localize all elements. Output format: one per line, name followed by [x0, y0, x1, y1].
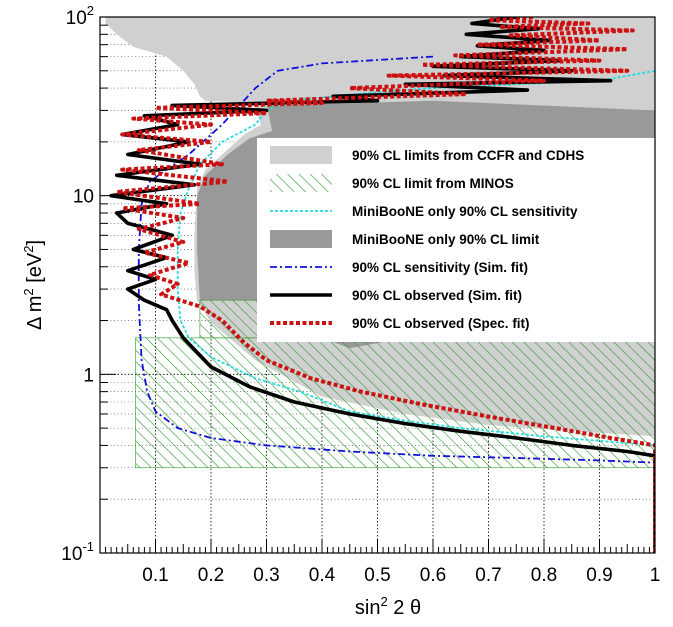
- legend: 90% CL limits from CCFR and CDHS 90% CL l…: [257, 138, 655, 342]
- series-line-3: [114, 17, 655, 553]
- legend-label: MiniBooNE only 90% CL limit: [352, 232, 540, 247]
- x-axis-title: sin2 2 θ: [355, 594, 421, 619]
- x-tick-label: 0.5: [364, 565, 390, 586]
- series-line-0: [176, 69, 655, 447]
- x-tick-label: 0.6: [420, 565, 446, 586]
- curves: [109, 17, 655, 553]
- x-tick-label: 0.9: [586, 565, 612, 586]
- y-tick-label: 10-1: [61, 539, 94, 565]
- y-tick-label: 102: [66, 3, 94, 29]
- legend-label: 90% CL observed (Spec. fit): [352, 316, 530, 331]
- y-tick-label: 1: [83, 365, 94, 386]
- x-tick-label: 0.2: [198, 565, 224, 586]
- axes: [99, 16, 656, 554]
- legend-label: 90% CL limits from CCFR and CDHS: [352, 148, 584, 163]
- y-axis-title: Δ m2 [eV2]: [21, 240, 46, 330]
- tick-labels: 0.1 0.2 0.3 0.4 0.5 0.6 0.7 0.8 0.9 1 10-1 1 10 102: [61, 3, 660, 586]
- x-tick-label: 0.7: [475, 565, 501, 586]
- legend-label: 90% CL limit from MINOS: [352, 176, 514, 191]
- x-tick-label: 0.4: [309, 565, 336, 586]
- x-tick-label: 0.3: [253, 565, 279, 586]
- legend-swatch: [270, 174, 332, 192]
- x-tick-label: 0.8: [531, 565, 557, 586]
- legend-label: MiniBooNE only 90% CL sensitivity: [352, 204, 578, 219]
- x-tick-label: 0.1: [142, 565, 168, 586]
- legend-swatch: [270, 230, 332, 248]
- legend-swatch: [270, 146, 332, 164]
- legend-label: 90% CL sensitivity (Sim. fit): [352, 260, 528, 275]
- x-tick-label: 1: [650, 565, 661, 586]
- y-tick-label: 10: [73, 187, 94, 208]
- legend-label: 90% CL observed (Sim. fit): [352, 288, 522, 303]
